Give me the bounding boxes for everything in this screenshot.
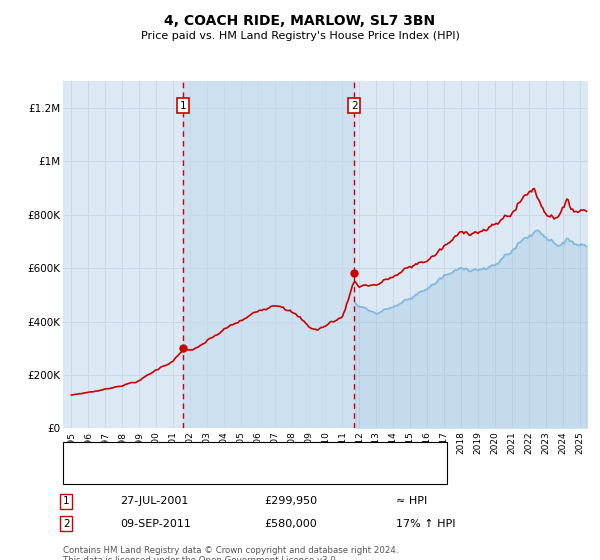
Text: 17% ↑ HPI: 17% ↑ HPI (396, 519, 455, 529)
Text: HPI: Average price, detached house, Buckinghamshire: HPI: Average price, detached house, Buck… (100, 469, 384, 479)
Bar (183, 81, 354, 428)
Text: £580,000: £580,000 (264, 519, 317, 529)
Text: 2: 2 (351, 100, 358, 110)
Text: 4, COACH RIDE, MARLOW, SL7 3BN: 4, COACH RIDE, MARLOW, SL7 3BN (164, 14, 436, 28)
Text: 27-JUL-2001: 27-JUL-2001 (120, 496, 188, 506)
Text: 09-SEP-2011: 09-SEP-2011 (120, 519, 191, 529)
Text: Contains HM Land Registry data © Crown copyright and database right 2024.
This d: Contains HM Land Registry data © Crown c… (63, 546, 398, 560)
Text: 1: 1 (179, 100, 186, 110)
Text: 1: 1 (63, 496, 70, 506)
Text: 4, COACH RIDE, MARLOW, SL7 3BN (detached house): 4, COACH RIDE, MARLOW, SL7 3BN (detached… (100, 449, 378, 459)
Text: £299,950: £299,950 (264, 496, 317, 506)
Text: Price paid vs. HM Land Registry's House Price Index (HPI): Price paid vs. HM Land Registry's House … (140, 31, 460, 41)
Text: 2: 2 (63, 519, 70, 529)
Text: ≈ HPI: ≈ HPI (396, 496, 427, 506)
